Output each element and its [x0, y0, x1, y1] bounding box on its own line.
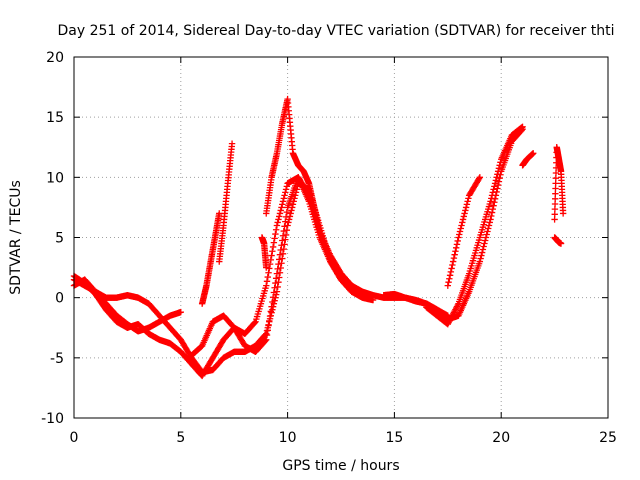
data-point: [485, 225, 491, 231]
grid-lines: [74, 57, 608, 418]
data-point: [271, 235, 277, 241]
data-point: [462, 207, 468, 213]
data-point: [480, 243, 486, 249]
x-tick-label: 20: [492, 430, 510, 446]
data-point: [274, 219, 280, 225]
data-point: [272, 231, 278, 237]
data-point: [276, 213, 282, 219]
data-point: [283, 186, 289, 192]
y-tick-label: 5: [55, 231, 64, 247]
data-point: [274, 222, 280, 228]
series-12: [551, 144, 566, 223]
series-11: [519, 150, 536, 168]
data-point: [461, 210, 467, 216]
x-tick-label: 10: [279, 430, 297, 446]
x-tick-label: 0: [70, 430, 79, 446]
axis-ticks: 0 5 10 15 20 25 -10 -5 0 5 10 15 20: [41, 50, 617, 446]
data-point: [489, 192, 495, 198]
data-point: [454, 241, 460, 247]
data-point: [477, 255, 483, 261]
data-point: [448, 269, 454, 275]
data-point: [449, 262, 455, 268]
data-point: [265, 274, 271, 280]
data-points: [71, 96, 567, 379]
data-point: [459, 219, 465, 225]
series-1: [71, 180, 376, 375]
series-14: [259, 234, 270, 270]
data-point: [282, 189, 288, 195]
data-point: [279, 201, 285, 207]
series-10: [216, 140, 235, 264]
data-point: [268, 310, 274, 316]
data-point: [269, 248, 275, 254]
data-point: [456, 231, 462, 237]
data-point: [281, 192, 287, 198]
data-point: [455, 238, 461, 244]
data-point: [271, 239, 277, 245]
data-point: [451, 255, 457, 261]
data-point: [464, 198, 470, 204]
data-point: [463, 204, 469, 210]
data-point: [273, 227, 279, 233]
x-tick-label: 5: [176, 430, 185, 446]
sdtvar-chart: Day 251 of 2014, Sidereal Day-to-day VTE…: [0, 0, 640, 480]
data-point: [457, 228, 463, 234]
data-point: [458, 225, 464, 231]
data-point: [287, 210, 293, 216]
data-point: [445, 282, 451, 288]
data-point: [458, 222, 464, 228]
data-point: [290, 201, 296, 207]
data-point: [560, 210, 566, 216]
data-point: [446, 276, 452, 282]
data-point: [481, 240, 487, 246]
y-axis-label: SDTVAR / TECUs: [8, 180, 24, 295]
data-point: [281, 195, 287, 201]
data-point: [480, 246, 486, 252]
data-point: [278, 204, 284, 210]
data-point: [278, 207, 284, 213]
data-point: [451, 251, 457, 257]
chart-title: Day 251 of 2014, Sidereal Day-to-day VTE…: [58, 23, 615, 39]
y-tick-label: 10: [46, 170, 64, 186]
data-point: [482, 237, 488, 243]
data-point: [464, 201, 470, 207]
data-point: [280, 198, 286, 204]
data-point: [490, 189, 496, 195]
data-point: [448, 265, 454, 271]
y-tick-label: 15: [46, 110, 64, 126]
data-point: [285, 219, 291, 225]
data-point: [478, 252, 484, 258]
data-point: [453, 245, 459, 251]
data-point: [447, 272, 453, 278]
x-tick-label: 25: [599, 430, 617, 446]
data-point: [452, 248, 458, 254]
data-point: [275, 216, 281, 222]
x-tick-label: 15: [385, 430, 403, 446]
data-point: [479, 249, 485, 255]
y-tick-label: -10: [41, 411, 64, 427]
data-point: [455, 234, 461, 240]
data-point: [270, 244, 276, 250]
data-point: [264, 278, 270, 284]
series-13: [551, 234, 564, 246]
data-point: [268, 252, 274, 258]
data-point: [445, 279, 451, 285]
data-point: [465, 195, 471, 201]
data-point: [486, 222, 492, 228]
data-point: [461, 213, 467, 219]
data-point: [488, 195, 494, 201]
y-tick-label: 0: [55, 291, 64, 307]
y-tick-label: 20: [46, 50, 64, 66]
y-tick-label: -5: [50, 351, 64, 367]
x-axis-label: GPS time / hours: [282, 458, 399, 474]
data-point: [277, 210, 283, 216]
data-point: [450, 258, 456, 264]
data-point: [460, 216, 466, 222]
